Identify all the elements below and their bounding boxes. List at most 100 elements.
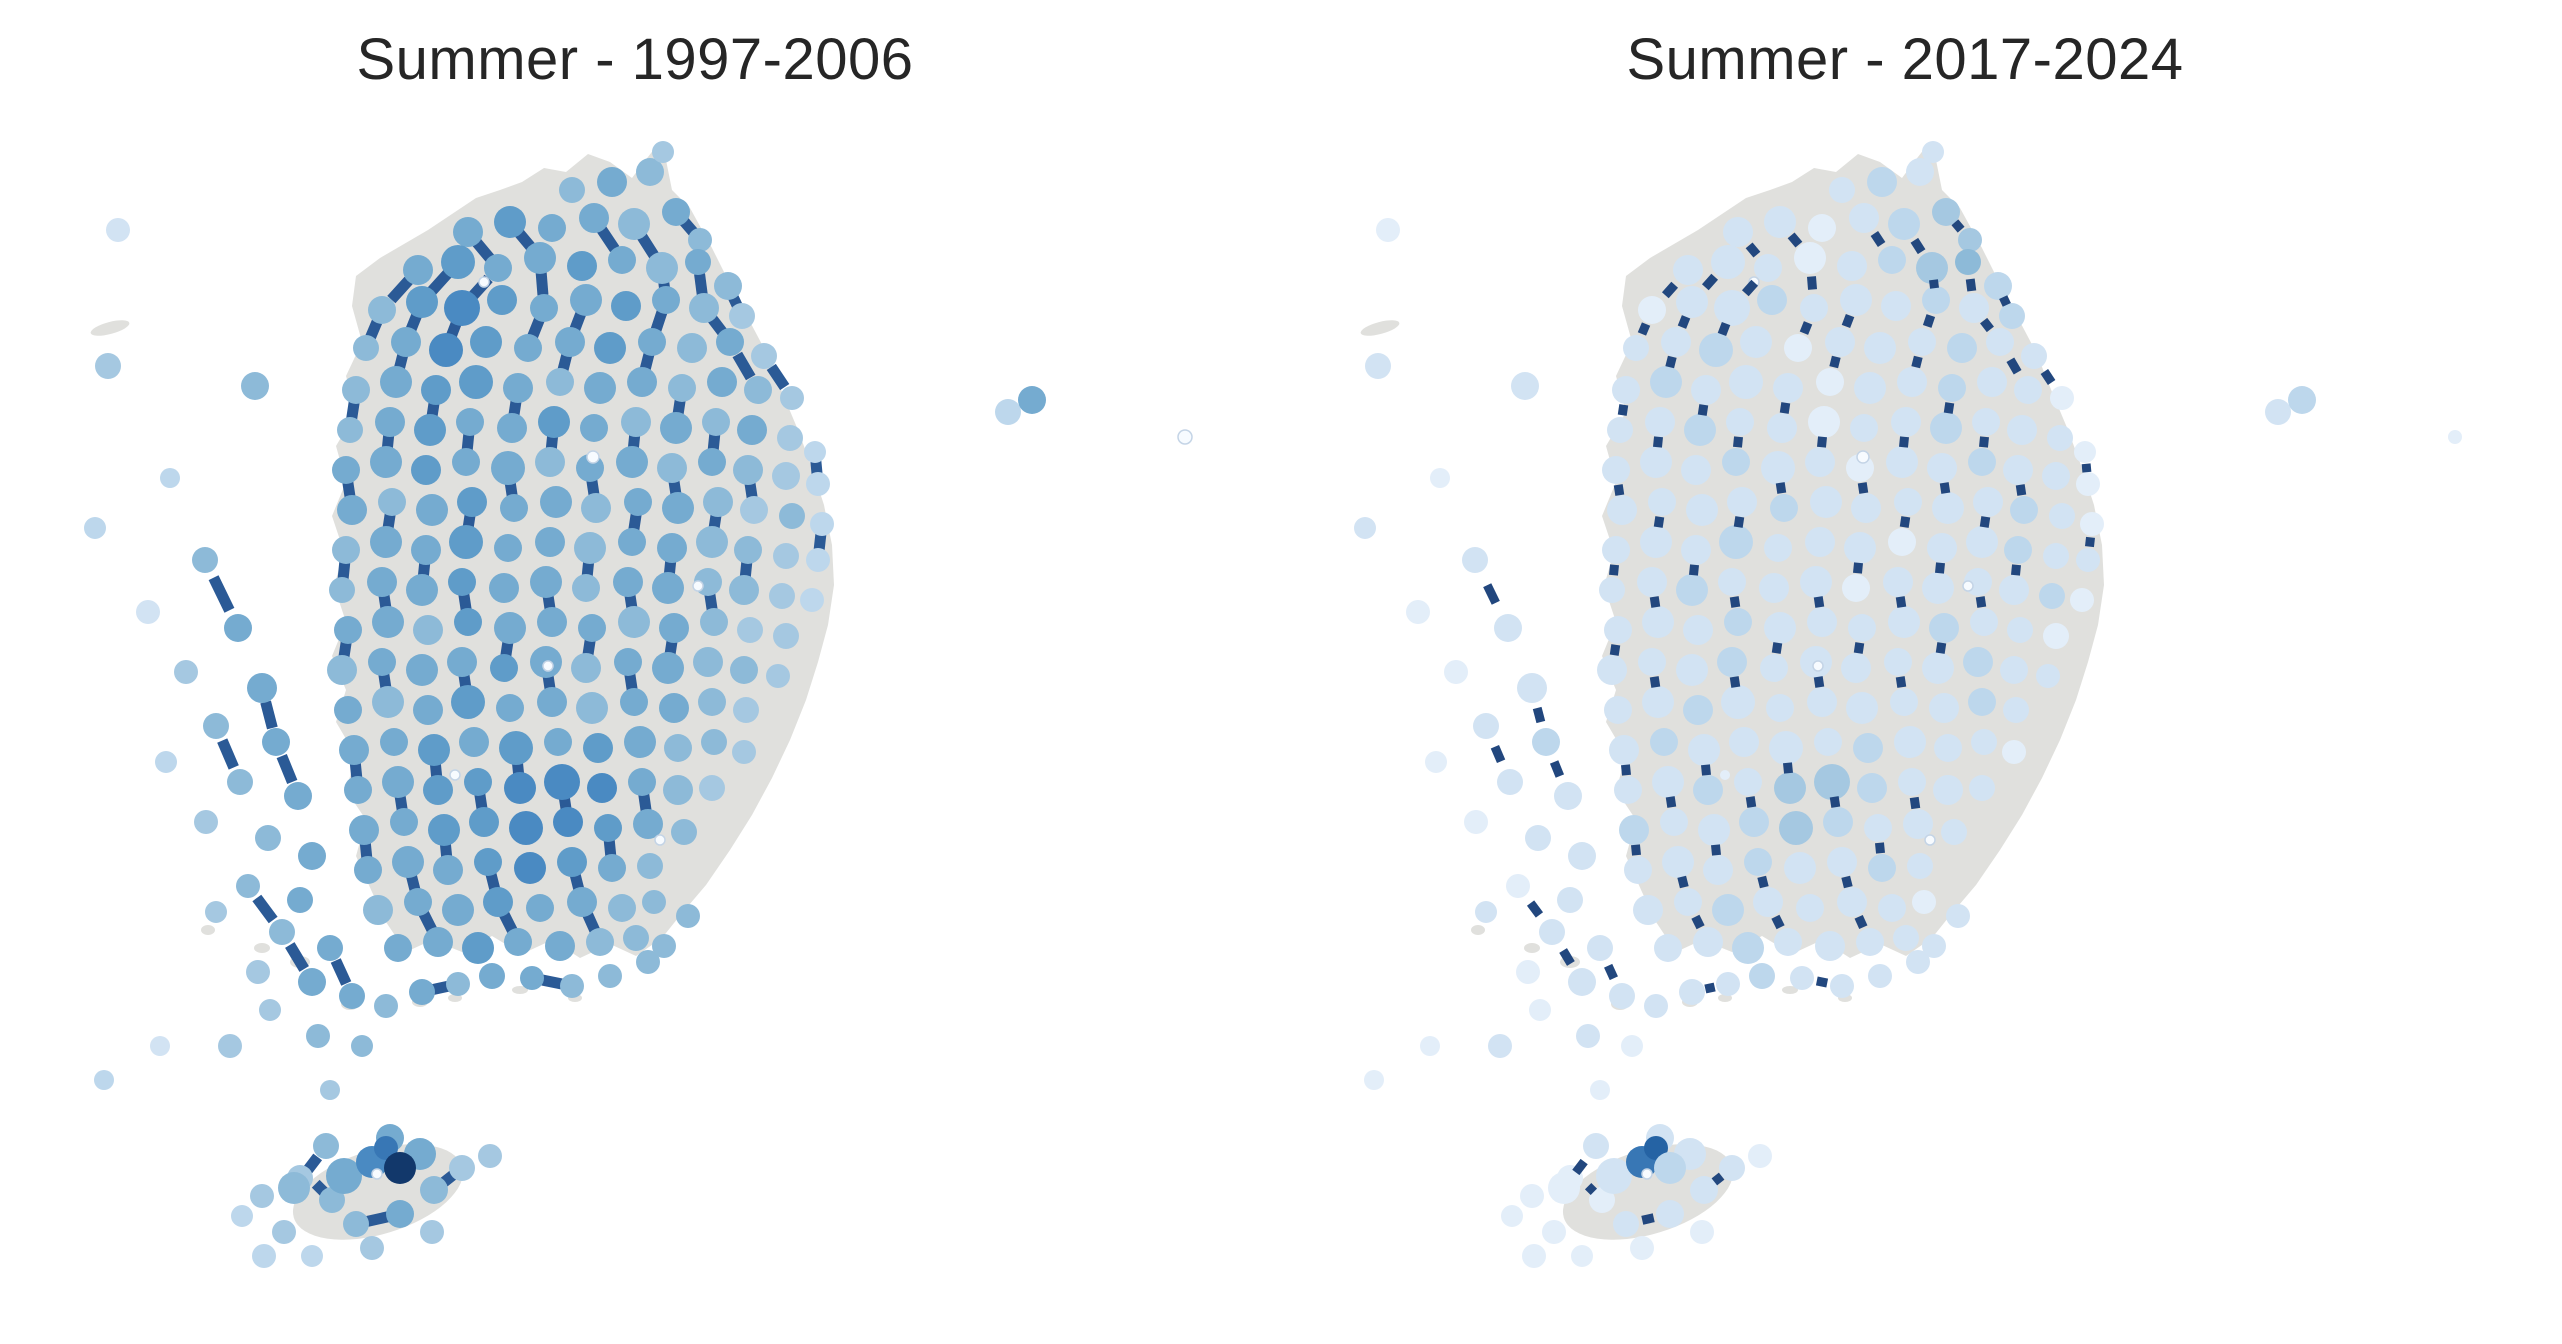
station-dot bbox=[2007, 617, 2033, 643]
link-segment bbox=[1701, 764, 1711, 776]
link-segment bbox=[1841, 875, 1853, 889]
station-dot bbox=[559, 177, 585, 203]
link-segment bbox=[2085, 536, 2095, 548]
station-dot bbox=[1719, 1155, 1745, 1181]
station-dot bbox=[1853, 733, 1883, 763]
station-dot bbox=[2002, 740, 2026, 764]
station-dot bbox=[313, 1133, 339, 1159]
panel-group bbox=[1354, 141, 2462, 1268]
station-dot bbox=[545, 931, 575, 961]
station-dot bbox=[1864, 814, 1892, 842]
station-dot bbox=[1599, 577, 1625, 603]
station-dot bbox=[504, 928, 532, 956]
station-dot bbox=[298, 842, 326, 870]
link-segment bbox=[1799, 321, 1813, 335]
station-dot bbox=[1922, 652, 1954, 684]
station-dot bbox=[1683, 695, 1713, 725]
station-dot bbox=[224, 614, 252, 642]
link-segment bbox=[1729, 596, 1741, 608]
station-dot bbox=[2076, 472, 2100, 496]
station-dot bbox=[1805, 527, 1835, 557]
link-segment bbox=[1697, 404, 1709, 416]
station-dot bbox=[1807, 687, 1837, 717]
station-dot bbox=[2050, 386, 2074, 410]
station-dot bbox=[608, 894, 636, 922]
link-segment bbox=[498, 909, 518, 935]
station-dot bbox=[421, 375, 451, 405]
station-dot bbox=[1878, 246, 1906, 274]
station-dot bbox=[535, 447, 565, 477]
station-dot bbox=[1947, 333, 1977, 363]
station-dot bbox=[732, 740, 756, 764]
station-dot bbox=[1686, 494, 1718, 526]
station-dot bbox=[1970, 608, 1998, 636]
station-dot bbox=[370, 446, 402, 478]
station-dot bbox=[403, 255, 433, 285]
station-dot bbox=[1805, 447, 1835, 477]
station-dot bbox=[363, 895, 393, 925]
link-segment bbox=[1711, 1172, 1725, 1186]
station-dot bbox=[1844, 532, 1876, 564]
station-dot bbox=[587, 773, 617, 803]
link-segment bbox=[1733, 516, 1745, 528]
link-segment bbox=[1665, 355, 1677, 369]
station-dot bbox=[406, 574, 438, 606]
station-dot bbox=[1714, 290, 1750, 326]
station-dot bbox=[1930, 412, 1962, 444]
station-dot bbox=[594, 332, 626, 364]
station-dot bbox=[1690, 1220, 1714, 1244]
station-dot bbox=[2007, 415, 2037, 445]
station-dot bbox=[1764, 534, 1792, 562]
station-dot bbox=[1732, 932, 1764, 964]
station-dot bbox=[1830, 974, 1854, 998]
station-dot bbox=[1886, 446, 1918, 478]
link-segment bbox=[276, 753, 298, 785]
station-dot bbox=[337, 417, 363, 443]
station-dot bbox=[1958, 228, 1982, 252]
station-dot bbox=[1642, 686, 1674, 718]
station-dot bbox=[496, 694, 524, 722]
link-segment bbox=[541, 974, 563, 990]
link-segment bbox=[636, 232, 660, 260]
station-dot bbox=[1849, 203, 1879, 233]
station-dot bbox=[628, 768, 656, 796]
station-dot bbox=[2049, 503, 2075, 529]
link-segment bbox=[1483, 583, 1500, 605]
station-dot bbox=[1971, 729, 1997, 755]
station-dot bbox=[740, 496, 768, 524]
link-segment bbox=[1935, 562, 1945, 574]
station-dot bbox=[1698, 814, 1730, 846]
link-segment bbox=[1653, 516, 1665, 528]
station-dot bbox=[1784, 334, 1812, 362]
station-dot bbox=[1848, 614, 1876, 642]
link-segment bbox=[813, 532, 827, 552]
station-dot bbox=[1907, 853, 1933, 879]
link-segment bbox=[535, 270, 549, 296]
station-dot bbox=[633, 809, 663, 839]
station-dot bbox=[618, 208, 650, 240]
station-dot bbox=[2014, 376, 2042, 404]
station-dot bbox=[174, 660, 198, 684]
station-dot bbox=[1444, 660, 1468, 684]
station-dot bbox=[535, 527, 565, 557]
station-dot bbox=[339, 735, 369, 765]
station-dot bbox=[1932, 198, 1960, 226]
station-dot bbox=[326, 1158, 362, 1194]
link-segment bbox=[427, 268, 453, 296]
station-dot bbox=[95, 353, 121, 379]
link-segment bbox=[1691, 914, 1705, 930]
station-dot bbox=[538, 406, 570, 438]
station-dot bbox=[479, 963, 505, 989]
link-segment bbox=[1757, 875, 1769, 889]
station-dot bbox=[509, 811, 543, 845]
station-dot bbox=[699, 775, 725, 801]
link-segment bbox=[1943, 402, 1955, 414]
station-dot bbox=[447, 647, 477, 677]
islet bbox=[90, 320, 130, 336]
station-dot bbox=[614, 648, 642, 676]
station-dot bbox=[1774, 928, 1802, 956]
station-dot bbox=[429, 333, 463, 367]
station-dot bbox=[462, 932, 494, 964]
link-segment bbox=[1771, 642, 1783, 654]
